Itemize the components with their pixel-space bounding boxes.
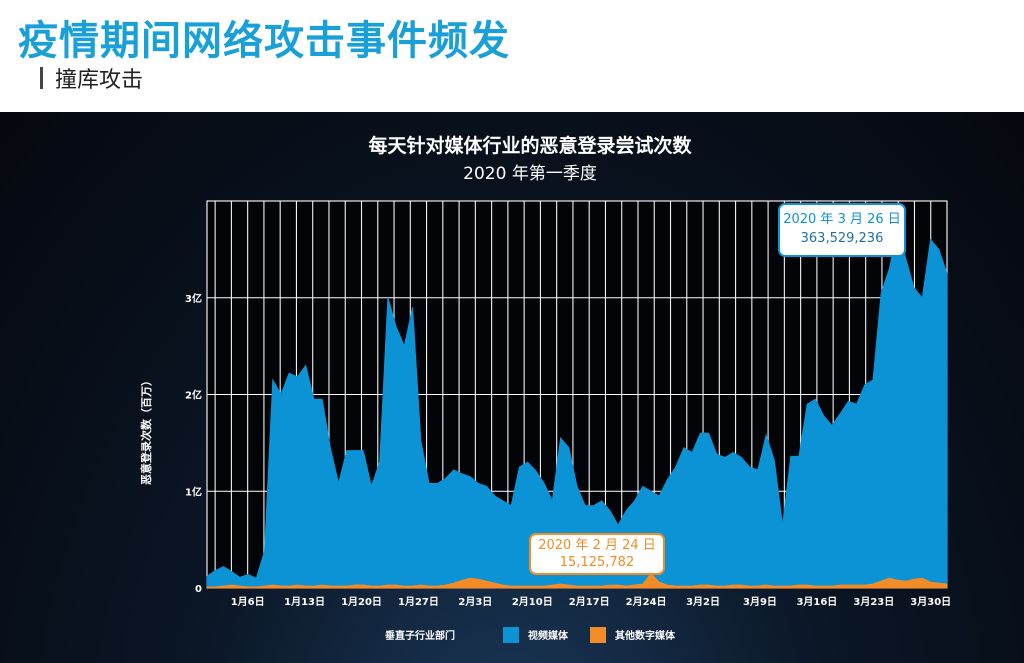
x-tick-label: 2月10日 xyxy=(512,596,553,608)
callout-date: 2020 年 3 月 26 日 xyxy=(783,212,901,227)
legend-label-other-digital-media: 其他数字媒体 xyxy=(615,629,676,642)
callout-box xyxy=(529,533,665,575)
callout-peak-other-digital-media: 2020 年 2 月 24 日 15,125,782 xyxy=(529,533,665,575)
x-tick-label: 1月27日 xyxy=(398,596,439,608)
x-tick-label: 1月20日 xyxy=(341,596,382,608)
x-axis-ticks: 1月6日 1月13日 1月20日 1月27日 2月3日 2月10日 2月17日 2月24日 3月… xyxy=(231,596,951,608)
x-tick-label: 3月2日 xyxy=(686,596,720,608)
x-tick-label: 3月30日 xyxy=(910,596,951,608)
legend-swatch-video-media xyxy=(503,627,519,643)
page-title: 疫情期间网络攻击事件频发 xyxy=(18,18,510,64)
x-tick-label: 2月3日 xyxy=(458,596,492,608)
section-subtitle: 撞库攻击 xyxy=(55,68,144,93)
legend-label-video-media: 视频媒体 xyxy=(528,629,569,642)
series-area-video-media xyxy=(206,227,948,589)
slide-header: 疫情期间网络攻击事件频发 撞库攻击 xyxy=(0,0,1024,112)
callout-value: 15,125,782 xyxy=(560,555,634,570)
callout-box xyxy=(778,203,906,257)
series-area-other-digital-media xyxy=(206,572,948,589)
x-tick-label: 1月13日 xyxy=(284,596,325,608)
y-axis-ticks: 0 1亿 2亿 3亿 xyxy=(185,292,202,595)
legend-title: 垂直子行业部门 xyxy=(385,629,455,642)
y-tick-label: 0 xyxy=(195,584,202,595)
heading-bar-decoration xyxy=(40,67,43,89)
callout-date: 2020 年 2 月 24 日 xyxy=(538,538,656,553)
callout-value: 363,529,236 xyxy=(801,231,884,246)
chart-subtitle: 2020 年第一季度 xyxy=(463,164,597,184)
legend-swatch-other-digital-media xyxy=(590,627,606,643)
callout-peak-video-media: 2020 年 3 月 26 日 363,529,236 xyxy=(778,203,906,257)
legend: 垂直子行业部门 视频媒体 其他数字媒体 xyxy=(385,627,676,643)
y-axis-label: 恶意登录次数（百万） xyxy=(139,375,153,485)
series-layer xyxy=(206,227,948,589)
x-tick-label: 3月16日 xyxy=(796,596,837,608)
x-tick-label: 1月6日 xyxy=(231,596,265,608)
chart-title: 每天针对媒体行业的恶意登录尝试次数 xyxy=(368,134,692,157)
y-tick-label: 1亿 xyxy=(185,485,202,498)
x-tick-label: 2月24日 xyxy=(626,596,667,608)
area-chart: 每天针对媒体行业的恶意登录尝试次数 2020 年第一季度 恶意登录次数（百万） … xyxy=(139,134,951,643)
x-tick-label: 3月23日 xyxy=(853,596,894,608)
y-tick-label: 2亿 xyxy=(185,389,202,402)
x-tick-label: 2月17日 xyxy=(569,596,610,608)
callouts: 2020 年 2 月 24 日 15,125,782 2020 年 3 月 26 日… xyxy=(529,203,906,575)
section-heading: 撞库攻击 xyxy=(40,62,143,94)
chart-panel: 每天针对媒体行业的恶意登录尝试次数 2020 年第一季度 恶意登录次数（百万） … xyxy=(0,112,1024,663)
y-tick-label: 3亿 xyxy=(185,292,202,305)
x-tick-label: 3月9日 xyxy=(743,596,777,608)
